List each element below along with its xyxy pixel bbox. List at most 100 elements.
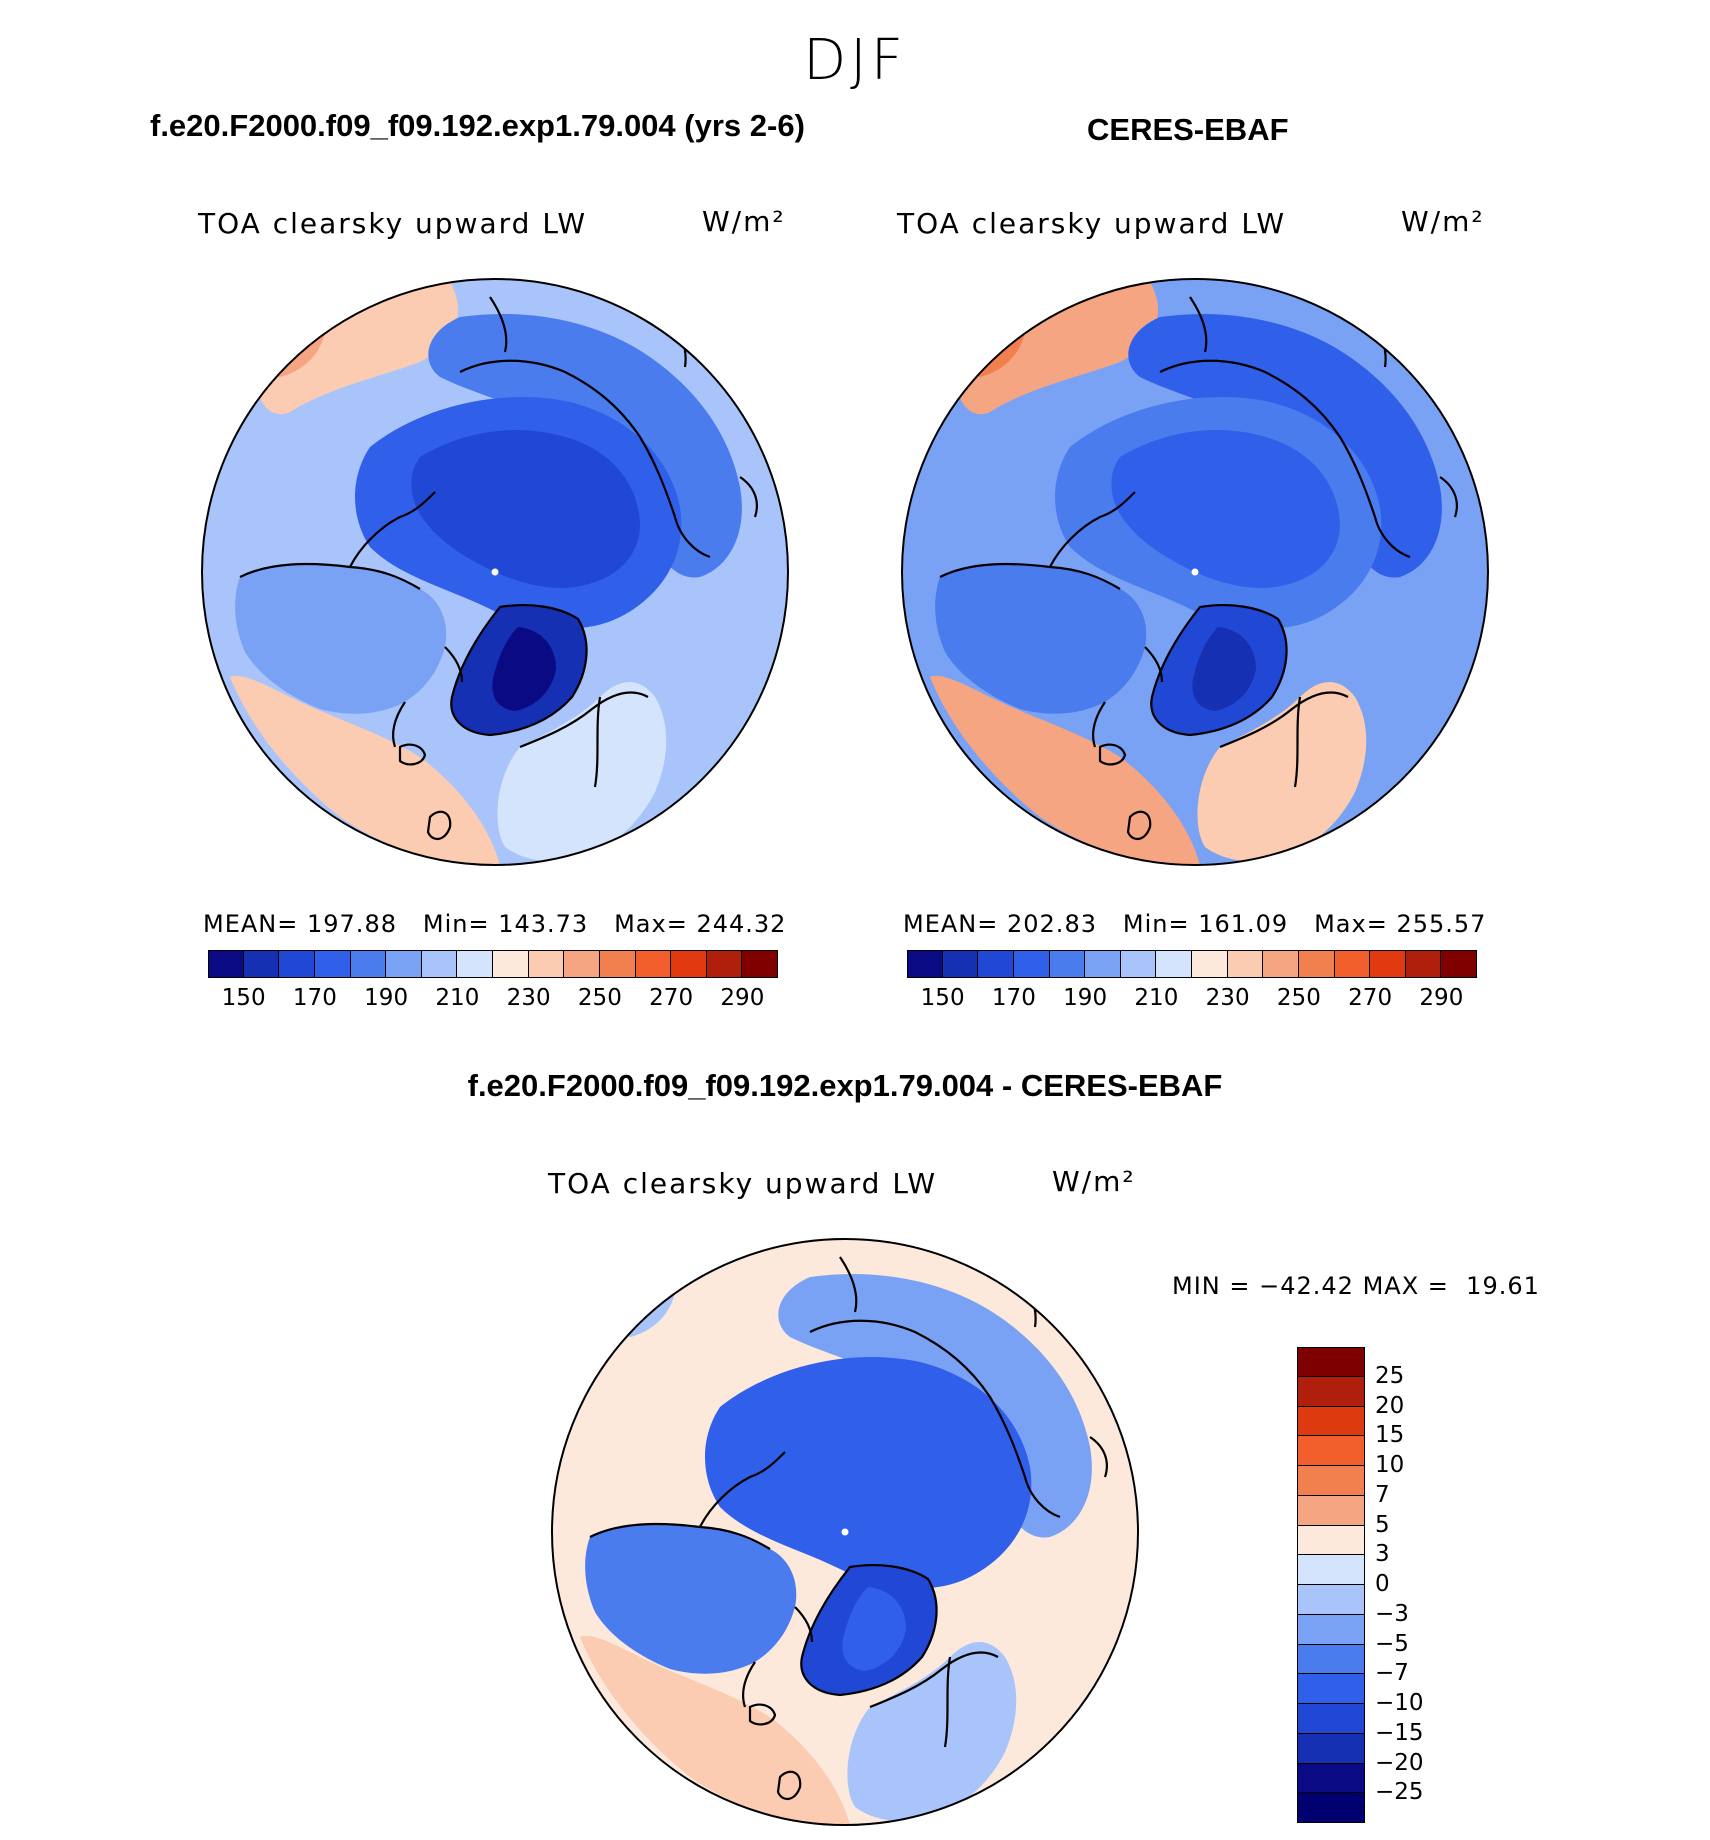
diff-units-label: W/m² xyxy=(1052,1165,1136,1198)
iceland-coastline xyxy=(748,1703,777,1726)
colorbar-swatch xyxy=(1297,1406,1365,1437)
canada-region xyxy=(235,564,447,714)
europe-region xyxy=(847,1642,1017,1822)
colorbar-tick-label: 290 xyxy=(720,985,765,1011)
mean-value: 202.83 xyxy=(1007,910,1097,938)
greenland-core-region xyxy=(1192,627,1256,711)
greenland-core-region xyxy=(492,627,556,711)
map-field xyxy=(552,1239,1138,1825)
colorbar-tick-label: 150 xyxy=(221,985,266,1011)
colorbar-swatch xyxy=(1370,950,1406,978)
colorbar-swatch xyxy=(1013,950,1050,978)
colorbar-tick-label: −20 xyxy=(1375,1749,1424,1776)
colorbar-tick-label: 170 xyxy=(991,985,1036,1011)
colorbar-tick-label: 0 xyxy=(1375,1571,1390,1597)
colorbar-tick-label: −5 xyxy=(1375,1630,1409,1657)
arctic-core-region xyxy=(761,1390,990,1548)
iceland-coastline xyxy=(1098,743,1127,766)
iceland-coastline xyxy=(398,743,427,766)
colorbar-tick-label: 230 xyxy=(1205,985,1250,1011)
canada-coastline xyxy=(939,491,1136,590)
map-border xyxy=(201,278,789,866)
colorbar-swatch xyxy=(742,950,778,978)
colorbar-swatch xyxy=(421,950,458,978)
colorbar-swatch xyxy=(1297,1376,1365,1407)
colorbar-tick-label: 250 xyxy=(1276,985,1321,1011)
obs-polar-map xyxy=(901,278,1489,866)
colorbar-swatch xyxy=(1227,950,1264,978)
colorbar-swatch xyxy=(942,950,979,978)
max-value: 19.61 xyxy=(1466,1272,1540,1300)
min-value: 143.73 xyxy=(498,910,589,938)
britain-coastline xyxy=(426,810,452,840)
colorbar-tick-label: 5 xyxy=(1375,1511,1390,1538)
colorbar-tick-label: 290 xyxy=(1419,985,1464,1011)
colorbar-tick-label: −15 xyxy=(1375,1719,1424,1746)
low-latitude-pacific-region xyxy=(607,1242,809,1375)
colorbar-tick-label: −25 xyxy=(1375,1779,1424,1806)
colorbar-swatch xyxy=(1297,1495,1365,1526)
colorbar-swatch xyxy=(279,950,315,978)
colorbar-swatch xyxy=(314,950,351,978)
colorbar-tick-label: 150 xyxy=(920,985,965,1011)
colorbar-swatch xyxy=(1297,1347,1365,1377)
colorbar-swatch xyxy=(599,950,636,978)
europe-region xyxy=(497,682,667,862)
colorbar-tick-label: 270 xyxy=(1348,985,1393,1011)
colorbar-swatch xyxy=(1297,1674,1365,1704)
colorbar-tick-label: −10 xyxy=(1375,1690,1424,1716)
diff-stats: MIN = −42.42 MAX = 19.61 xyxy=(1172,1272,1540,1300)
model-colorbar xyxy=(208,950,778,978)
model-polar-map xyxy=(201,278,789,866)
greenland-coastline xyxy=(800,1564,938,1697)
colorbar-swatch xyxy=(1085,950,1121,978)
colorbar-tick-label: 170 xyxy=(292,985,337,1011)
colorbar-tick-label: −3 xyxy=(1375,1600,1409,1627)
greenland-coastline xyxy=(1150,604,1288,737)
colorbar-swatch xyxy=(1297,1704,1365,1734)
colorbar-swatch xyxy=(1297,1733,1365,1764)
obs-colorbar-ticks: 150 170 190 210 230 250 270 290 xyxy=(907,985,1477,1015)
min-label: MIN = xyxy=(1172,1272,1251,1300)
colorbar-swatch xyxy=(528,950,565,978)
siberia-coastline xyxy=(459,359,711,559)
low-latitude-atlantic-region xyxy=(230,675,500,865)
min-value: 161.09 xyxy=(1198,910,1289,938)
colorbar-swatch xyxy=(1297,1793,1365,1823)
britain-coastline xyxy=(776,1770,802,1800)
colorbar-swatch xyxy=(1297,1436,1365,1466)
min-label: Min= xyxy=(422,910,490,938)
colorbar-swatch xyxy=(1297,1644,1365,1675)
mean-label: MEAN= xyxy=(203,910,299,938)
colorbar-tick-label: 10 xyxy=(1375,1452,1405,1478)
colorbar-swatch xyxy=(907,950,943,978)
north-pole-marker xyxy=(841,1528,849,1536)
canada-coastline xyxy=(589,1451,786,1550)
mean-value: 197.88 xyxy=(307,910,397,938)
colorbar-swatch xyxy=(1297,1763,1365,1794)
scandinavia-coastline xyxy=(1219,691,1349,788)
colorbar-tick-label: 270 xyxy=(649,985,694,1011)
coastlines xyxy=(589,1256,1108,1800)
obs-case-title: CERES-EBAF xyxy=(1087,112,1289,147)
max-label: MAX = xyxy=(1362,1272,1449,1300)
colorbar-swatch xyxy=(635,950,672,978)
low-latitude-atlantic-region xyxy=(930,675,1200,865)
colorbar-tick-label: 230 xyxy=(506,985,551,1011)
low-latitude-pacific-region xyxy=(957,282,1159,415)
season-title: DJF xyxy=(803,28,907,93)
colorbar-swatch xyxy=(1297,1525,1365,1556)
obs-stats: MEAN= 202.83 Min= 161.09 Max= 255.57 xyxy=(903,910,1486,938)
greenland-coastline xyxy=(450,604,588,737)
model-stats: MEAN= 197.88 Min= 143.73 Max= 244.32 xyxy=(203,910,786,938)
colorbar-swatch xyxy=(1297,1466,1365,1496)
hudson-coastline xyxy=(391,646,464,748)
model-variable-label: TOA clearsky upward LW xyxy=(198,207,588,240)
map-border xyxy=(901,278,1489,866)
diff-colorbar xyxy=(1297,1347,1365,1823)
colorbar-tick-label: −7 xyxy=(1375,1660,1409,1687)
colorbar-swatch xyxy=(386,950,422,978)
coastlines xyxy=(239,296,758,840)
arctic-core-region xyxy=(411,430,640,588)
siberia-coastline xyxy=(809,1319,1061,1519)
